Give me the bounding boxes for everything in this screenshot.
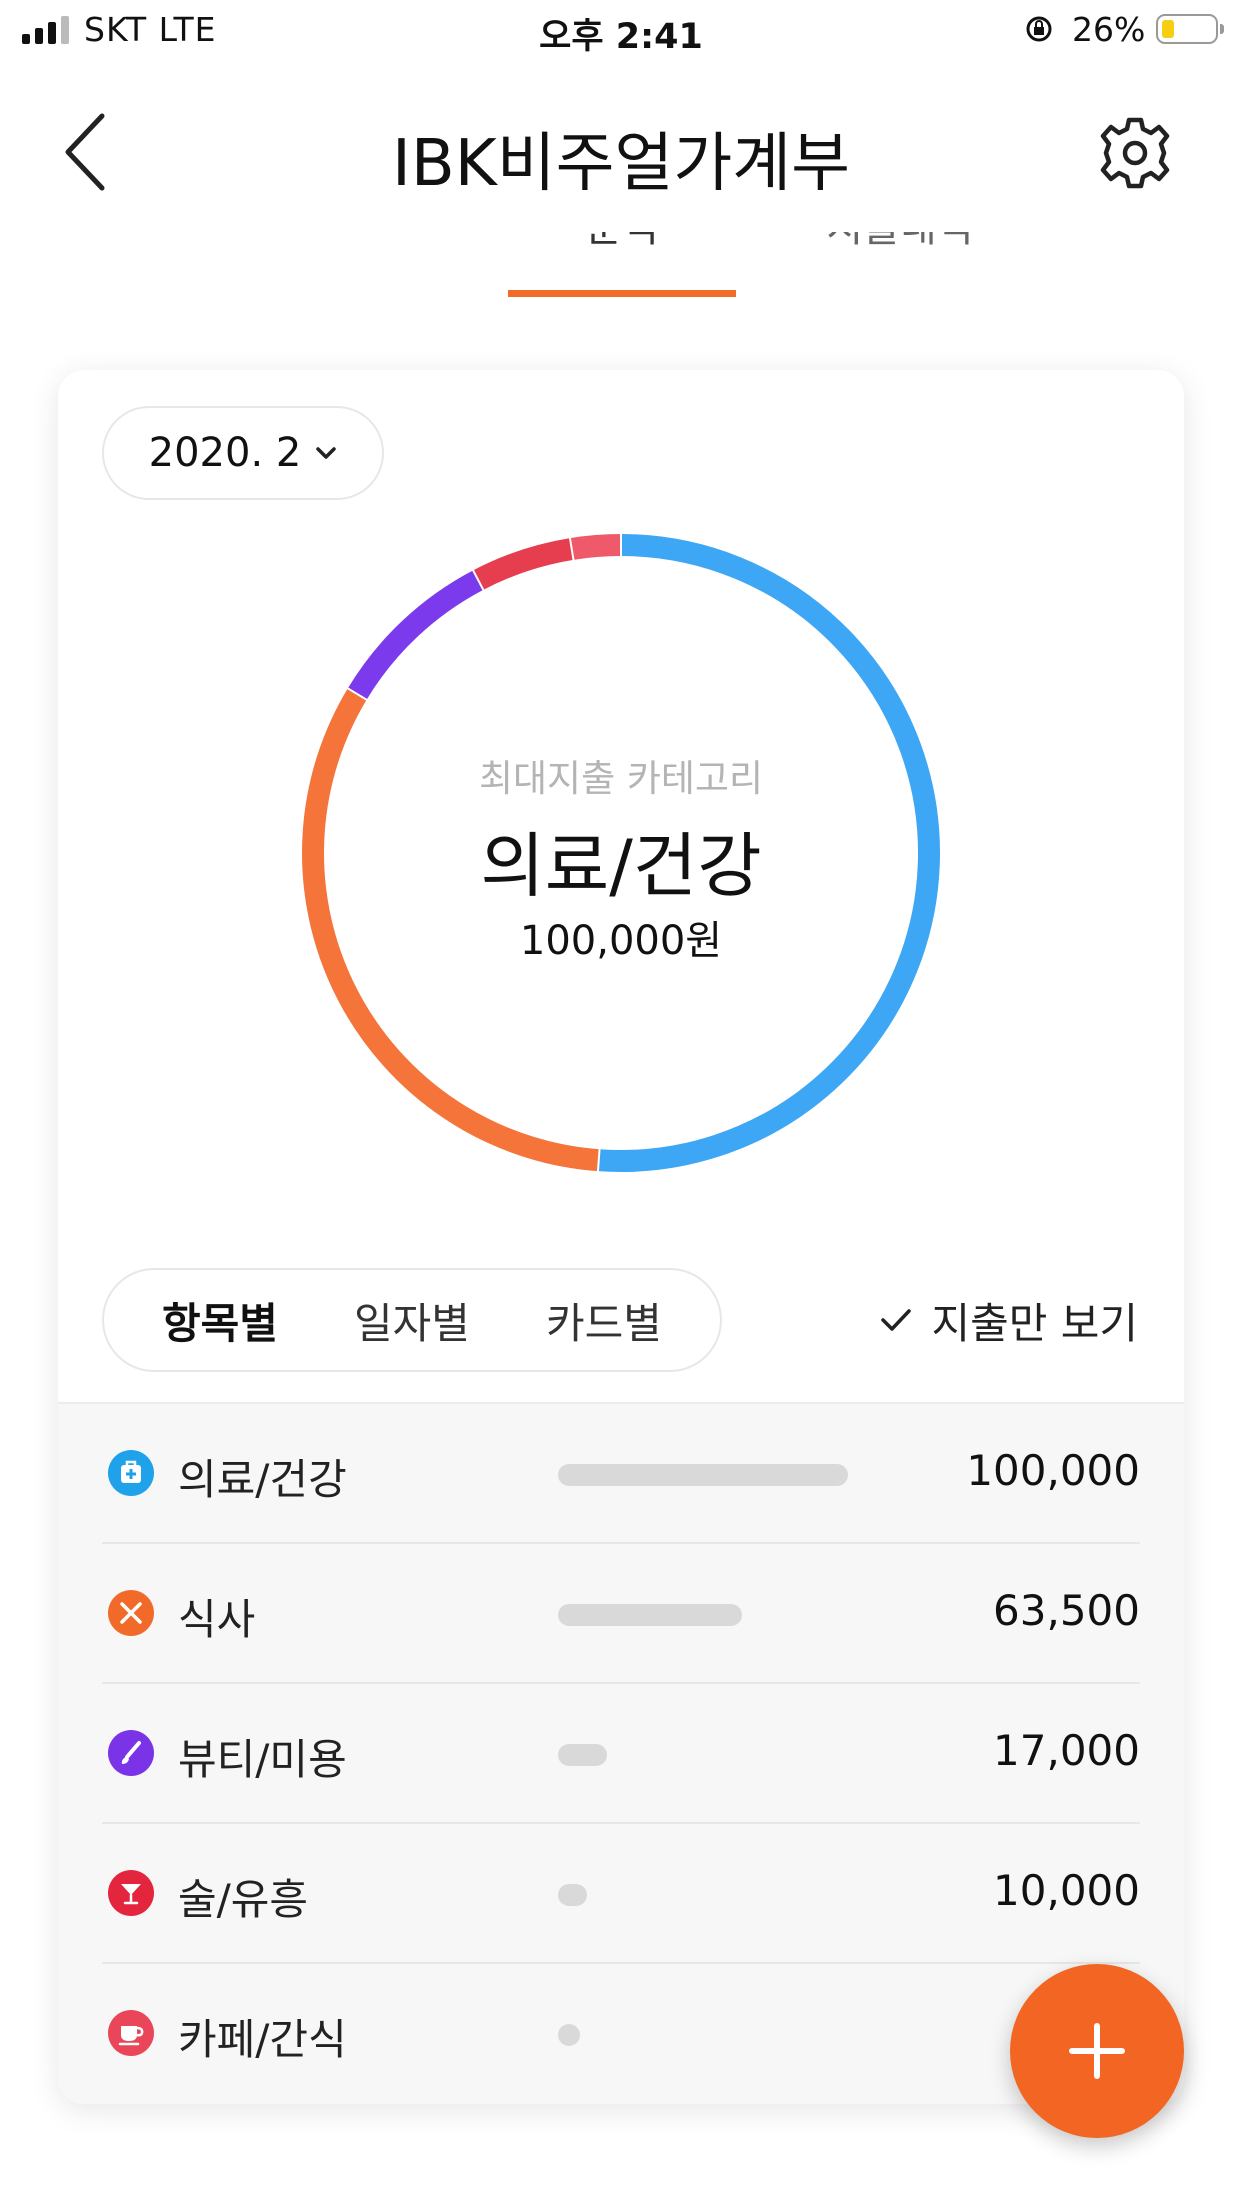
donut-separator <box>568 534 575 563</box>
signal-icon <box>22 14 69 44</box>
category-name: 카페/간식 <box>178 2015 347 2064</box>
chevron-left-icon[interactable] <box>58 110 118 194</box>
category-bar <box>558 1604 742 1626</box>
view-by-card[interactable]: 카드별 <box>546 1298 662 1348</box>
gear-icon[interactable] <box>1094 112 1176 194</box>
donut-slice-1 <box>597 534 940 1172</box>
view-by-category[interactable]: 항목별 <box>162 1298 278 1348</box>
page-title: IBK비주얼가계부 <box>391 127 851 201</box>
category-donut-chart <box>302 531 940 1175</box>
tab-indicator <box>508 290 736 297</box>
category-bar <box>558 1884 587 1906</box>
donut-separator <box>344 685 370 703</box>
list-item[interactable]: 의료/건강 100,000 <box>102 1404 1140 1544</box>
list-item[interactable]: 술/유흥 10,000 <box>102 1824 1140 1964</box>
donut-slice-3 <box>347 570 484 700</box>
battery-percent: 26% <box>1072 10 1146 49</box>
cocktail-icon <box>108 1870 154 1916</box>
top-category-name: 의료/건강 <box>480 825 762 907</box>
analysis-card: 2020. 2 최대지출 카테고리 의료/건강 100,000원 항목별 일자별… <box>58 370 1184 2104</box>
category-name: 술/유흥 <box>178 1875 309 1924</box>
month-label: 2020. 2 <box>148 430 302 476</box>
chevron-down-icon <box>316 447 337 459</box>
list-item[interactable]: 카페/간식 <box>102 1964 1140 2102</box>
medical-bag-icon <box>108 1450 154 1496</box>
donut-separator <box>470 567 486 593</box>
add-transaction-button[interactable] <box>1010 1964 1184 2138</box>
category-name: 뷰티/미용 <box>178 1735 347 1784</box>
coffee-cup-icon <box>108 2010 154 2056</box>
category-amount: 10,000 <box>993 1866 1140 1915</box>
list-item[interactable]: 뷰티/미용 17,000 <box>102 1684 1140 1824</box>
donut-slice-5 <box>569 534 622 560</box>
month-selector[interactable]: 2020. 2 <box>102 406 384 500</box>
carrier-label: SKT LTE <box>84 10 217 49</box>
top-category-amount: 100,000원 <box>519 918 723 964</box>
expense-only-filter[interactable]: 지출만 보기 <box>879 1292 1138 1348</box>
category-bar <box>558 2024 580 2046</box>
donut-separator <box>596 1146 601 1175</box>
tab-history[interactable]: 지출내역 <box>780 232 1020 254</box>
plus-icon <box>1069 2023 1125 2079</box>
category-amount: 100,000 <box>966 1446 1140 1495</box>
battery-icon <box>1156 14 1224 44</box>
donut-slice-2 <box>302 688 600 1172</box>
expense-only-label: 지출만 보기 <box>931 1298 1138 1348</box>
category-bar <box>558 1744 607 1766</box>
view-by-date[interactable]: 일자별 <box>354 1298 470 1348</box>
category-list: 의료/건강 100,000 식사 63,500 뷰티/미용 17,000 <box>58 1402 1184 2104</box>
view-mode-toggle: 항목별 일자별 카드별 <box>102 1268 722 1372</box>
category-name: 의료/건강 <box>178 1455 347 1504</box>
fork-knife-icon <box>108 1590 154 1636</box>
rotation-lock-icon <box>1026 16 1052 42</box>
status-time: 오후 2:41 <box>539 17 703 57</box>
category-name: 식사 <box>178 1595 256 1644</box>
category-amount: 63,500 <box>993 1586 1140 1635</box>
status-bar: SKT LTE 오후 2:41 26% <box>0 0 1242 64</box>
category-bar <box>558 1464 848 1486</box>
top-category-caption: 최대지출 카테고리 <box>478 757 764 800</box>
brush-icon <box>108 1730 154 1776</box>
tab-analysis[interactable]: 분석 <box>508 232 736 254</box>
list-item[interactable]: 식사 63,500 <box>102 1544 1140 1684</box>
category-amount: 17,000 <box>993 1726 1140 1775</box>
donut-slice-4 <box>473 538 574 590</box>
checkmark-icon <box>881 1309 912 1331</box>
main-tabs: 분석 지출내역 <box>0 232 1242 300</box>
